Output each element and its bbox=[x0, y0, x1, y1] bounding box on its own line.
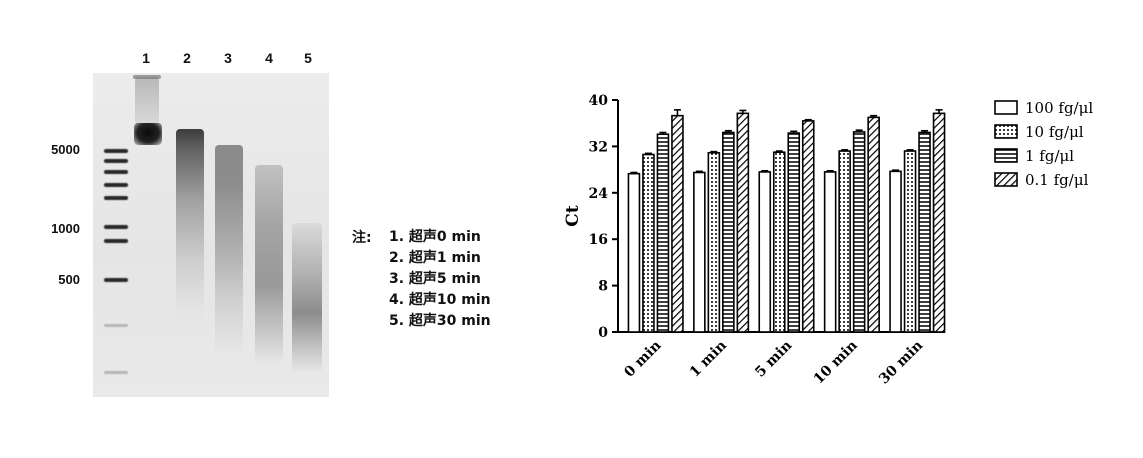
legend-entry: 0.1 fg/μl bbox=[1025, 171, 1089, 189]
bar bbox=[801, 120, 815, 333]
x-tick-label: 30 min bbox=[876, 338, 926, 388]
ladder-band bbox=[104, 170, 128, 174]
gel-image bbox=[93, 73, 329, 397]
lane-4-smear bbox=[255, 165, 283, 365]
ladder-band bbox=[104, 225, 128, 229]
bar bbox=[656, 133, 670, 333]
bar bbox=[918, 131, 931, 333]
lane-number: 1 bbox=[142, 50, 150, 66]
bar bbox=[823, 171, 837, 333]
ladder-band bbox=[104, 159, 128, 163]
note-item: 1. 超声0 min bbox=[389, 229, 481, 245]
lane-2-smear bbox=[176, 129, 204, 329]
bar bbox=[838, 150, 851, 333]
bar bbox=[852, 131, 866, 333]
lane-1-band bbox=[134, 123, 162, 145]
note-prefix: 注: bbox=[352, 230, 372, 246]
y-tick-label: 32 bbox=[589, 139, 608, 155]
bar bbox=[772, 151, 786, 333]
ladder-band bbox=[104, 371, 128, 374]
y-tick-label: 8 bbox=[598, 279, 608, 295]
bar bbox=[787, 132, 801, 333]
legend-swatch bbox=[994, 100, 1018, 115]
ladder-band bbox=[104, 196, 128, 200]
bar bbox=[903, 150, 917, 333]
marker-size-label: 1000 bbox=[51, 221, 80, 236]
lane-3-smear bbox=[215, 145, 243, 355]
note-item: 5. 超声30 min bbox=[389, 313, 491, 329]
bar bbox=[671, 114, 684, 333]
bar bbox=[736, 112, 750, 333]
x-tick-label: 1 min bbox=[687, 338, 730, 381]
note-item: 4. 超声10 min bbox=[389, 292, 491, 308]
marker-size-label: 5000 bbox=[51, 142, 80, 157]
y-tick-label: 0 bbox=[598, 325, 608, 341]
lane-number: 2 bbox=[183, 50, 191, 66]
legend-swatch bbox=[994, 148, 1018, 163]
ladder-band bbox=[104, 239, 128, 243]
y-axis-label: Ct bbox=[563, 205, 583, 227]
y-tick-label: 16 bbox=[589, 232, 608, 248]
x-tick-label: 5 min bbox=[752, 338, 795, 381]
legend-entry: 1 fg/μl bbox=[1025, 147, 1074, 165]
legend-swatch bbox=[994, 124, 1018, 139]
ladder-band bbox=[104, 183, 128, 187]
ladder-band bbox=[104, 149, 128, 153]
bar bbox=[693, 171, 706, 333]
y-tick-label: 24 bbox=[589, 186, 609, 202]
y-tick-label: 40 bbox=[589, 93, 609, 109]
legend-entry: 100 fg/μl bbox=[1025, 99, 1093, 117]
marker-size-label: 500 bbox=[58, 272, 80, 287]
x-tick-label: 10 min bbox=[811, 338, 861, 388]
lane-number: 5 bbox=[304, 50, 312, 66]
lane-1-smear bbox=[135, 77, 159, 125]
x-tick-label: 0 min bbox=[621, 338, 664, 381]
note-item: 3. 超声5 min bbox=[389, 271, 481, 287]
ladder-band bbox=[104, 278, 128, 282]
lane-number: 3 bbox=[224, 50, 232, 66]
lane-number: 4 bbox=[265, 50, 273, 66]
bar bbox=[758, 171, 772, 333]
bar bbox=[889, 170, 902, 333]
legend-entry: 10 fg/μl bbox=[1025, 123, 1084, 141]
bar bbox=[707, 151, 721, 333]
bar bbox=[627, 172, 641, 333]
legend-swatch bbox=[994, 172, 1018, 187]
bar bbox=[722, 131, 735, 333]
bar bbox=[867, 116, 880, 333]
ladder-band bbox=[104, 324, 128, 327]
lane-5-smear bbox=[292, 223, 322, 373]
note-item: 2. 超声1 min bbox=[389, 250, 481, 266]
bar bbox=[642, 153, 655, 333]
bar bbox=[932, 112, 946, 333]
gel-well bbox=[133, 75, 161, 79]
gel-figure: 1 2 3 4 5 5000 1000 500 bbox=[0, 0, 340, 458]
